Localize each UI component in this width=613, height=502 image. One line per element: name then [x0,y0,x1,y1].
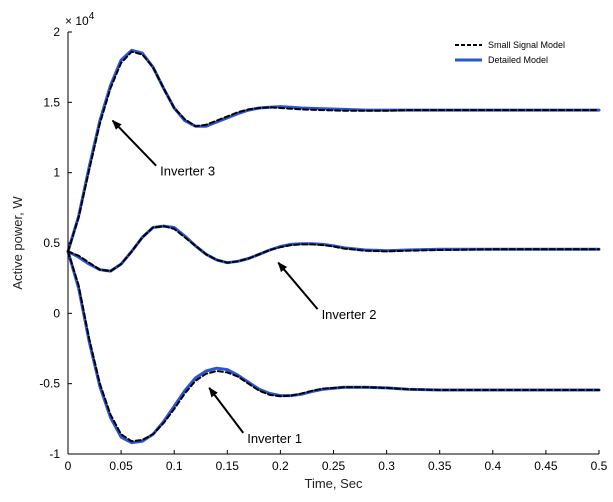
annotation-inverter-1: Inverter 1 [208,387,302,446]
x-tick-label: 0 [65,459,72,473]
x-tick-label: 0.05 [109,459,133,473]
legend: Small Signal Model Detailed Model [455,40,565,65]
annotation-inverter-2: Inverter 2 [277,261,377,322]
x-tick-label: 0.3 [378,459,395,473]
annotation-label-inverter-2: Inverter 2 [322,307,377,322]
legend-label-detailed-model: Detailed Model [488,55,548,65]
series-layer [66,48,601,445]
y-tick-label: -1 [49,447,60,461]
y-axis-exponent-label: × 104 [65,11,95,28]
plot-area [66,48,601,445]
detailed-model-curve-1 [66,48,601,253]
annotation-label-inverter-1: Inverter 1 [247,431,302,446]
legend-item-small-signal-model: Small Signal Model [455,40,565,50]
x-axis-title: Time, Sec [304,476,363,491]
x-tick-label: 0.15 [216,459,240,473]
small-signal-curve-1 [67,50,600,253]
x-tick-label: 0.1 [166,459,183,473]
y-tick-label: 2 [53,25,60,39]
annotation-label-inverter-3: Inverter 3 [160,164,215,179]
detailed-model-curve-3 [66,249,601,445]
y-axis-exponent-base: × 10 [65,14,89,28]
x-tick-label: 0.25 [322,459,346,473]
annotation-arrow-inverter-2 [277,261,319,310]
legend-item-detailed-model: Detailed Model [455,55,548,65]
annotation-arrow-inverter-3 [111,119,157,167]
y-axis-ticks: -1 -0.5 0 0.5 1 1.5 2 [39,25,72,461]
annotation-inverter-3: Inverter 3 [111,119,215,179]
y-tick-label: 1 [53,166,60,180]
y-tick-label: 0 [53,306,60,320]
small-signal-curve-3 [67,250,600,443]
legend-label-small-signal-model: Small Signal Model [488,40,565,50]
annotation-arrow-inverter-1 [208,387,245,434]
x-tick-label: 0.4 [484,459,501,473]
annotations: Inverter 3 Inverter 2 Inverter 1 [111,119,377,446]
x-tick-label: 0.35 [428,459,452,473]
x-tick-label: 0.2 [272,459,289,473]
x-tick-label: 0.45 [534,459,558,473]
small-signal-curve-2 [67,225,600,273]
axes-layer: 0 0.05 0.1 0.15 0.2 0.25 0.3 0.35 0.4 0.45 0.5 -1-… [39,25,607,473]
y-tick-label: 0.5 [43,236,60,250]
x-tick-label: 0.5 [591,459,608,473]
x-axis-ticks: 0 0.05 0.1 0.15 0.2 0.25 0.3 0.35 0.4 0.45 0.5 [65,450,608,473]
y-tick-label: -0.5 [39,377,60,391]
y-axis-exponent-power: 4 [89,11,95,22]
y-tick-label: 1.5 [43,95,60,109]
y-axis-title: Active power, W [10,196,25,290]
